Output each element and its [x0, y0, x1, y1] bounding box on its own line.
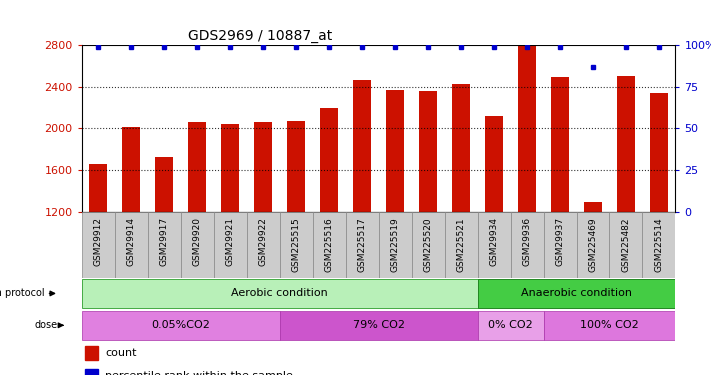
- Text: GSM29921: GSM29921: [225, 217, 235, 266]
- Bar: [551, 77, 569, 212]
- Bar: [89, 164, 107, 212]
- Text: GSM29934: GSM29934: [490, 217, 498, 266]
- Text: GSM29912: GSM29912: [94, 217, 103, 266]
- Bar: [378, 212, 412, 278]
- Bar: [247, 212, 279, 278]
- Text: 0.05%CO2: 0.05%CO2: [151, 320, 210, 330]
- Bar: [320, 108, 338, 212]
- Text: 100% CO2: 100% CO2: [580, 320, 639, 330]
- Text: GSM29937: GSM29937: [555, 217, 565, 266]
- Bar: [85, 346, 98, 360]
- Text: GSM225514: GSM225514: [654, 217, 663, 272]
- Text: GSM225520: GSM225520: [424, 217, 432, 272]
- Bar: [114, 212, 148, 278]
- Bar: [82, 212, 114, 278]
- Bar: [584, 202, 602, 212]
- Bar: [279, 311, 478, 340]
- Bar: [287, 121, 305, 212]
- Bar: [419, 91, 437, 212]
- Text: Anaerobic condition: Anaerobic condition: [521, 288, 632, 298]
- Text: GSM29920: GSM29920: [193, 217, 202, 266]
- Text: GSM225516: GSM225516: [325, 217, 333, 272]
- Text: Aerobic condition: Aerobic condition: [231, 288, 328, 298]
- Bar: [617, 76, 635, 212]
- Bar: [279, 212, 313, 278]
- Text: count: count: [105, 348, 137, 358]
- Text: GSM225469: GSM225469: [589, 217, 597, 272]
- Text: dose: dose: [34, 320, 57, 330]
- Bar: [543, 311, 675, 340]
- Bar: [609, 212, 643, 278]
- Bar: [181, 212, 214, 278]
- Bar: [478, 212, 510, 278]
- Bar: [386, 90, 404, 212]
- Title: GDS2969 / 10887_at: GDS2969 / 10887_at: [188, 28, 332, 43]
- Text: 79% CO2: 79% CO2: [353, 320, 405, 330]
- Text: GSM225482: GSM225482: [621, 217, 631, 272]
- Bar: [148, 212, 181, 278]
- Bar: [643, 212, 675, 278]
- Text: percentile rank within the sample: percentile rank within the sample: [105, 371, 293, 375]
- Bar: [444, 212, 478, 278]
- Bar: [85, 369, 98, 375]
- Bar: [478, 311, 543, 340]
- Bar: [478, 279, 675, 308]
- Bar: [543, 212, 577, 278]
- Text: GSM29922: GSM29922: [259, 217, 267, 266]
- Bar: [346, 212, 378, 278]
- Bar: [214, 212, 247, 278]
- Text: 0% CO2: 0% CO2: [488, 320, 533, 330]
- Bar: [188, 122, 206, 212]
- Bar: [155, 157, 173, 212]
- Bar: [221, 124, 240, 212]
- Text: GSM29914: GSM29914: [127, 217, 136, 266]
- Bar: [254, 122, 272, 212]
- Bar: [650, 93, 668, 212]
- Bar: [353, 81, 371, 212]
- Bar: [518, 45, 536, 212]
- Bar: [452, 84, 470, 212]
- Bar: [313, 212, 346, 278]
- Text: GSM225521: GSM225521: [456, 217, 466, 272]
- Bar: [510, 212, 543, 278]
- Bar: [82, 279, 478, 308]
- Text: GSM225519: GSM225519: [390, 217, 400, 272]
- Bar: [577, 212, 609, 278]
- Text: growth protocol: growth protocol: [0, 288, 45, 298]
- Text: GSM225517: GSM225517: [358, 217, 367, 272]
- Text: GSM29917: GSM29917: [160, 217, 169, 266]
- Bar: [485, 116, 503, 212]
- Text: GSM225515: GSM225515: [292, 217, 301, 272]
- Text: GSM29936: GSM29936: [523, 217, 532, 266]
- Bar: [82, 311, 279, 340]
- Bar: [412, 212, 444, 278]
- Bar: [122, 128, 140, 212]
